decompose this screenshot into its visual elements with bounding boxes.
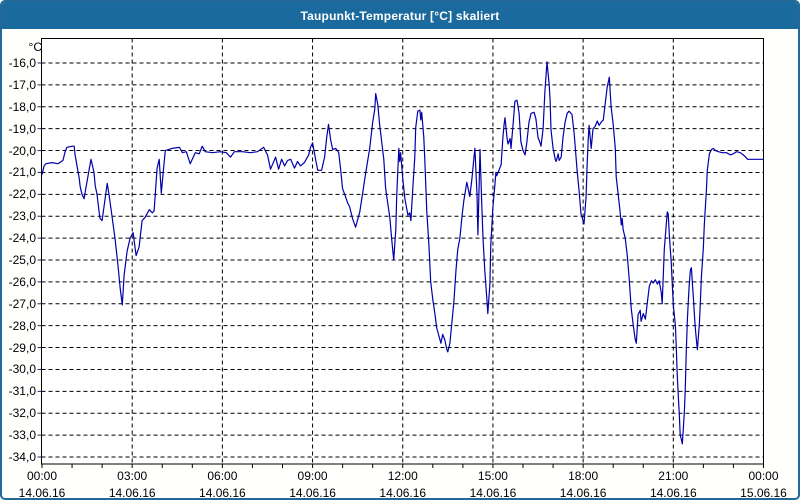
y-tick-label: -30,0 bbox=[8, 362, 36, 377]
x-tick-time-label: 06:00 bbox=[207, 469, 238, 483]
y-tick-label: -32,0 bbox=[8, 406, 36, 421]
x-tick-date-label: 14.06.16 bbox=[108, 486, 156, 500]
chart-area: °C -16,0 -17,0 -18,0 -19,0 -20,0 -21,0 -22,0 -2… bbox=[2, 29, 798, 498]
plot-canvas bbox=[37, 38, 764, 468]
y-tick-label: -17,0 bbox=[8, 77, 36, 92]
x-tick-date-label: 14.06.16 bbox=[469, 486, 517, 500]
x-tick-date-label: 14.06.16 bbox=[199, 486, 246, 500]
y-tick-label: -33,0 bbox=[8, 428, 36, 443]
x-tick-time-label: 15:00 bbox=[477, 469, 508, 483]
y-tick-label: -21,0 bbox=[8, 165, 36, 180]
y-tick-label: -27,0 bbox=[8, 296, 36, 311]
x-tick-date-label: 14.06.16 bbox=[18, 486, 66, 500]
y-tick-label: -19,0 bbox=[8, 121, 36, 136]
y-tick-label: -22,0 bbox=[8, 187, 36, 202]
y-tick-label: -31,0 bbox=[8, 384, 36, 399]
y-tick-label: -18,0 bbox=[8, 99, 36, 114]
x-tick-time-label: 12:00 bbox=[387, 469, 418, 483]
y-tick-label: -25,0 bbox=[8, 253, 36, 267]
x-tick-time-label: 09:00 bbox=[297, 469, 328, 483]
x-tick-date-label: 14.06.16 bbox=[649, 486, 697, 500]
y-axis-unit-label: °C bbox=[28, 40, 42, 54]
x-tick-date-label: 15.06.16 bbox=[740, 486, 787, 500]
temperature-line bbox=[41, 61, 764, 445]
y-tick-label: -29,0 bbox=[8, 340, 36, 355]
x-tick-date-label: 14.06.16 bbox=[379, 486, 427, 500]
y-tick-label: -20,0 bbox=[8, 143, 36, 158]
x-tick-time-label: 21:00 bbox=[658, 469, 689, 483]
x-tick-date-label: 14.06.16 bbox=[559, 486, 607, 500]
title-bar: Taupunkt-Temperatur [°C] skaliert bbox=[2, 2, 798, 29]
chart-title: Taupunkt-Temperatur [°C] skaliert bbox=[300, 8, 500, 23]
y-tick-label: -24,0 bbox=[8, 231, 36, 246]
y-tick-label: -28,0 bbox=[8, 318, 36, 333]
x-tick-date-label: 14.06.16 bbox=[289, 486, 336, 500]
y-tick-label: -26,0 bbox=[8, 274, 36, 289]
y-tick-label: -23,0 bbox=[8, 209, 36, 224]
x-tick-time-label: 00:00 bbox=[748, 469, 779, 483]
x-tick-time-label: 03:00 bbox=[117, 469, 148, 483]
x-tick-time-label: 00:00 bbox=[26, 469, 58, 483]
y-tick-label: -16,0 bbox=[8, 56, 36, 70]
y-tick-label: -34,0 bbox=[8, 450, 36, 464]
x-tick-time-label: 18:00 bbox=[568, 469, 599, 483]
